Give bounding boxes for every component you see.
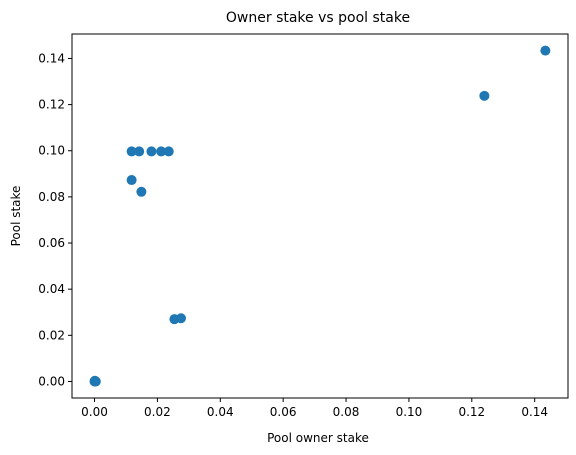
y-tick-label: 0.08	[38, 190, 65, 204]
data-point	[146, 146, 157, 157]
y-axis-ticks: 0.00 0.02 0.04 0.06 0.08 0.10 0.12 0.14	[38, 51, 72, 388]
y-tick-label: 0.04	[38, 282, 65, 296]
data-point	[126, 175, 137, 186]
y-tick-label: 0.12	[38, 98, 65, 112]
data-point	[540, 45, 551, 56]
plot-frame	[71, 33, 569, 399]
y-tick-label: 0.14	[38, 51, 65, 65]
x-tick-label: 0.06	[270, 405, 297, 419]
y-tick-label: 0.02	[38, 328, 65, 342]
plot-area: 0.00 0.02 0.04 0.06 0.08 0.10 0.12 0.14 0.000.0…	[38, 33, 569, 419]
data-point	[134, 146, 145, 157]
x-tick-label: 0.12	[458, 405, 485, 419]
data-point	[175, 313, 186, 324]
data-point	[89, 375, 100, 386]
data-points	[89, 45, 551, 387]
data-point	[163, 146, 174, 157]
y-axis-label: Pool stake	[9, 186, 23, 247]
x-tick-label: 0.02	[144, 405, 171, 419]
x-tick-label: 0.14	[521, 405, 548, 419]
x-tick-label: 0.04	[207, 405, 234, 419]
y-tick-label: 0.00	[38, 374, 65, 388]
x-axis-ticks: 0.00 0.02 0.04 0.06 0.08 0.10 0.12 0.14	[81, 398, 548, 419]
x-tick-label: 0.10	[396, 405, 423, 419]
y-tick-label: 0.10	[38, 144, 65, 158]
data-point	[126, 146, 137, 157]
y-tick-label: 0.06	[38, 236, 65, 250]
data-point	[156, 146, 167, 157]
data-point	[136, 186, 147, 197]
chart-title: Owner stake vs pool stake	[226, 10, 410, 26]
x-tick-label: 0.00	[81, 405, 108, 419]
x-tick-label: 0.08	[333, 405, 360, 419]
data-point	[479, 90, 490, 101]
x-axis-label: Pool owner stake	[267, 431, 369, 445]
